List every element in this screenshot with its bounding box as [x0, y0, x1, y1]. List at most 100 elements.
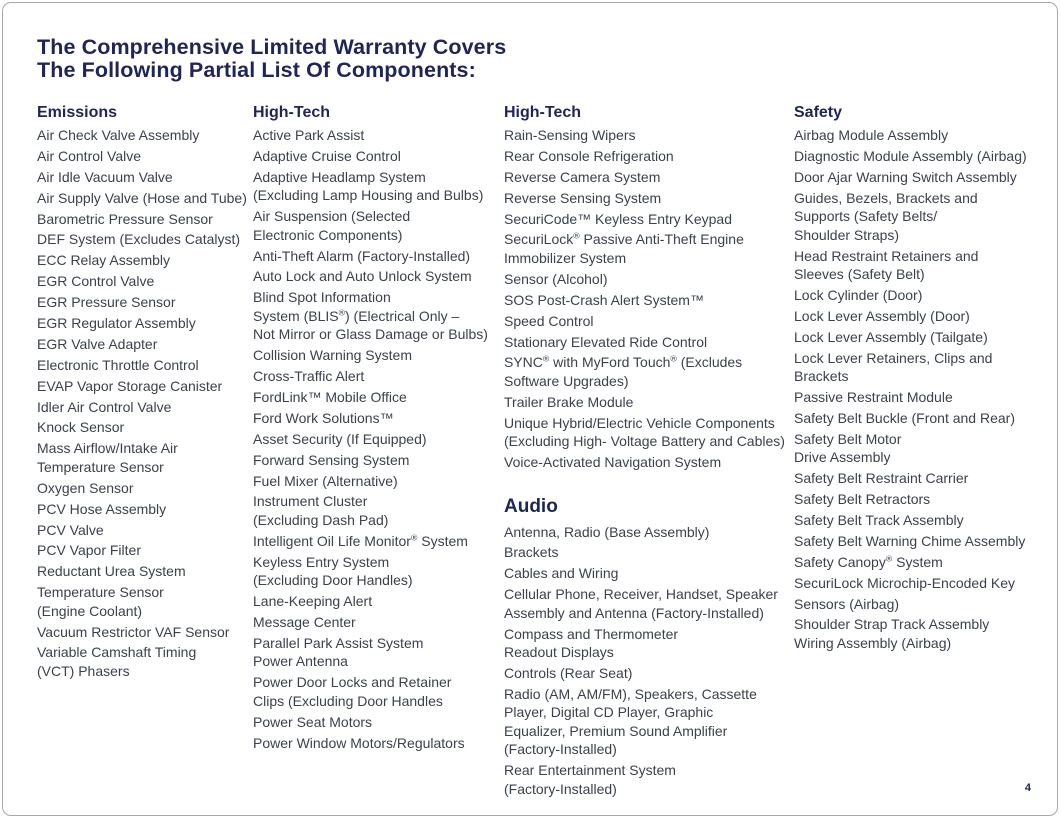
list-item: ECC Relay Assembly — [37, 252, 171, 269]
list-item: Reverse Camera System — [504, 168, 661, 185]
list-item: Shoulder Strap Track Assembly Wiring Asse… — [794, 616, 990, 651]
list-item: Air Control Valve — [37, 147, 142, 164]
section-heading-safety: Safety — [794, 104, 843, 121]
list-item: Lock Cylinder (Door) — [794, 286, 923, 303]
list-item: SOS Post-Crash Alert System™ — [504, 291, 704, 308]
list-item: Brackets — [504, 544, 559, 561]
list-item: Electronic Throttle Control — [37, 356, 199, 373]
list-item: Reverse Sensing System — [504, 189, 662, 206]
list-item: Diagnostic Module Assembly (Airbag) — [794, 147, 1027, 164]
section-high-tech: High-Tech Rain-Sensing Wipers Rear Console… — [504, 103, 790, 472]
list-item: Knock Sensor — [37, 419, 125, 436]
list-item: Rear Entertainment System (Factory-Instal… — [504, 762, 676, 797]
section-heading-high-tech: High-Tech — [253, 104, 331, 121]
list-item: Safety Belt Buckle (Front and Rear) — [794, 409, 1015, 426]
column-3: High-Tech Rain-Sensing Wipers Rear Console… — [504, 103, 790, 801]
list-item: Anti-Theft Alarm (Factory-Installed) — [253, 247, 471, 264]
list-item: Air Supply Valve (Hose and Tube) — [37, 189, 247, 206]
list-item: Blind Spot Information System (BLIS®) (El… — [253, 289, 488, 343]
list-item: Intelligent Oil Life Monitor® System — [253, 532, 468, 549]
list-item: Trailer Brake Module — [504, 393, 634, 410]
list-item: EGR Pressure Sensor — [37, 294, 176, 311]
list-item: Active Park Assist — [253, 127, 365, 143]
list-item: EVAP Vapor Storage Canister — [37, 377, 223, 394]
list-item: Keyless Entry System (Excluding Door Hand… — [253, 553, 413, 589]
list-item: DEF System (Excludes Catalyst) — [37, 231, 241, 248]
list-item: FordLink™ Mobile Office — [253, 389, 407, 406]
list-item: Head Restraint Retainers and Sleeves (Saf… — [794, 247, 979, 283]
section-safety: Safety Airbag Module Assembly Diagnostic M… — [794, 103, 1046, 652]
section-heading-audio: Audio — [504, 495, 558, 517]
page-title-line-2: The Following Partial List Of Components… — [37, 57, 476, 82]
list-item: Passive Restraint Module — [794, 389, 953, 406]
list-item: Air Check Valve Assembly — [37, 127, 200, 143]
list-item: Forward Sensing System — [253, 451, 410, 468]
list-item: Rain-Sensing Wipers — [504, 127, 636, 143]
list-item: Parallel Park Assist System Power Antenna — [253, 634, 424, 670]
section-heading-high-tech: High-Tech — [504, 104, 582, 121]
list-item: Safety Belt Retractors — [794, 491, 931, 508]
column-1: Emissions Air Check Valve Assembly Air Con… — [37, 103, 247, 683]
list-item: Power Window Motors/Regulators — [253, 734, 465, 751]
column-2: High-Tech Active Park Assist Adaptive Crui… — [253, 103, 499, 754]
list-item: Lock Lever Assembly (Door) — [794, 307, 970, 324]
list-item: Cables and Wiring — [504, 565, 619, 582]
section-emissions: Emissions Air Check Valve Assembly Air Con… — [37, 103, 247, 680]
list-item: Idler Air Control Valve — [37, 398, 172, 415]
list-item: Reductant Urea System — [37, 563, 186, 580]
list-item: Power Seat Motors — [253, 713, 373, 730]
list-item: Safety Belt Warning Chime Assembly — [794, 532, 1026, 549]
list-item: Fuel Mixer (Alternative) — [253, 472, 398, 489]
column-4: Safety Airbag Module Assembly Diagnostic M… — [794, 103, 1046, 655]
page-title-line-1: The Comprehensive Limited Warranty Cover… — [37, 35, 507, 59]
page-title: The Comprehensive Limited Warranty Cover… — [37, 36, 506, 81]
list-item: PCV Vapor Filter — [37, 542, 141, 559]
list-item: EGR Control Valve — [37, 273, 155, 290]
list-item: Lock Lever Retainers, Clips and Brackets — [794, 349, 993, 385]
list-item: SecuriLock Microchip-Encoded Key — [794, 574, 1015, 591]
section-heading-emissions: Emissions — [37, 104, 118, 121]
list-item: Radio (AM, AM/FM), Speakers, Cassette Pla… — [504, 685, 757, 758]
list-item: Unique Hybrid/Electric Vehicle Component… — [504, 414, 785, 450]
list-item: Safety Belt Motor Drive Assembly — [794, 430, 902, 466]
list-item: Vacuum Restrictor VAF Sensor — [37, 623, 230, 640]
list-item: Collision Warning System — [253, 347, 412, 364]
list-item: Sensors (Airbag) — [794, 595, 900, 612]
list-item: Temperature Sensor (Engine Coolant) — [37, 584, 164, 619]
list-item: Ford Work Solutions™ — [253, 409, 394, 426]
list-item: Air Suspension (Selected Electronic Compo… — [253, 208, 411, 243]
list-item: Air Idle Vacuum Valve — [37, 168, 173, 185]
list-item: Controls (Rear Seat) — [504, 665, 633, 682]
list-item: Guides, Bezels, Brackets and Supports (Sa… — [794, 189, 978, 243]
list-item: Lane-Keeping Alert — [253, 593, 373, 610]
list-item: Lock Lever Assembly (Tailgate) — [794, 328, 988, 345]
list-item: Cellular Phone, Receiver, Handset, Speak… — [504, 586, 778, 621]
list-item: SecuriCode™ Keyless Entry Keypad — [504, 210, 732, 227]
list-item: Variable Camshaft Timing (VCT) Phasers — [37, 644, 197, 679]
list-item: Instrument Cluster (Excluding Dash Pad) — [253, 493, 389, 528]
list-item: Barometric Pressure Sensor — [37, 210, 213, 227]
list-item: Compass and Thermometer Readout Displays — [504, 625, 679, 661]
list-item: PCV Hose Assembly — [37, 500, 167, 517]
page-number: 4 — [1024, 782, 1031, 794]
list-item: Stationary Elevated Ride Control — [504, 333, 708, 350]
section-audio: Audio Antenna, Radio (Base Assembly) Brack… — [504, 495, 790, 799]
list-item: Safety Belt Restraint Carrier — [794, 470, 969, 487]
list-item: Speed Control — [504, 312, 594, 329]
list-item: EGR Valve Adapter — [37, 335, 158, 352]
list-item: Antenna, Radio (Base Assembly) — [504, 523, 710, 540]
list-item: SYNC® with MyFord Touch® (Excludes Softwa… — [504, 353, 743, 389]
list-item: PCV Valve — [37, 521, 104, 538]
section-high-tech: High-Tech Active Park Assist Adaptive Crui… — [253, 103, 499, 752]
list-item: Safety Canopy® System — [794, 553, 943, 570]
list-item: Message Center — [253, 614, 356, 631]
list-item: Asset Security (If Equipped) — [253, 430, 427, 447]
list-item: SecuriLock® Passive Anti-Theft Engine Imm… — [504, 230, 744, 266]
list-item: Airbag Module Assembly — [794, 127, 949, 143]
list-item: Door Ajar Warning Switch Assembly — [794, 168, 1017, 185]
list-item: Sensor (Alcohol) — [504, 270, 608, 287]
list-item: Cross-Traffic Alert — [253, 368, 365, 385]
list-item: Safety Belt Track Assembly — [794, 511, 964, 528]
list-item: Auto Lock and Auto Unlock System — [253, 268, 472, 285]
